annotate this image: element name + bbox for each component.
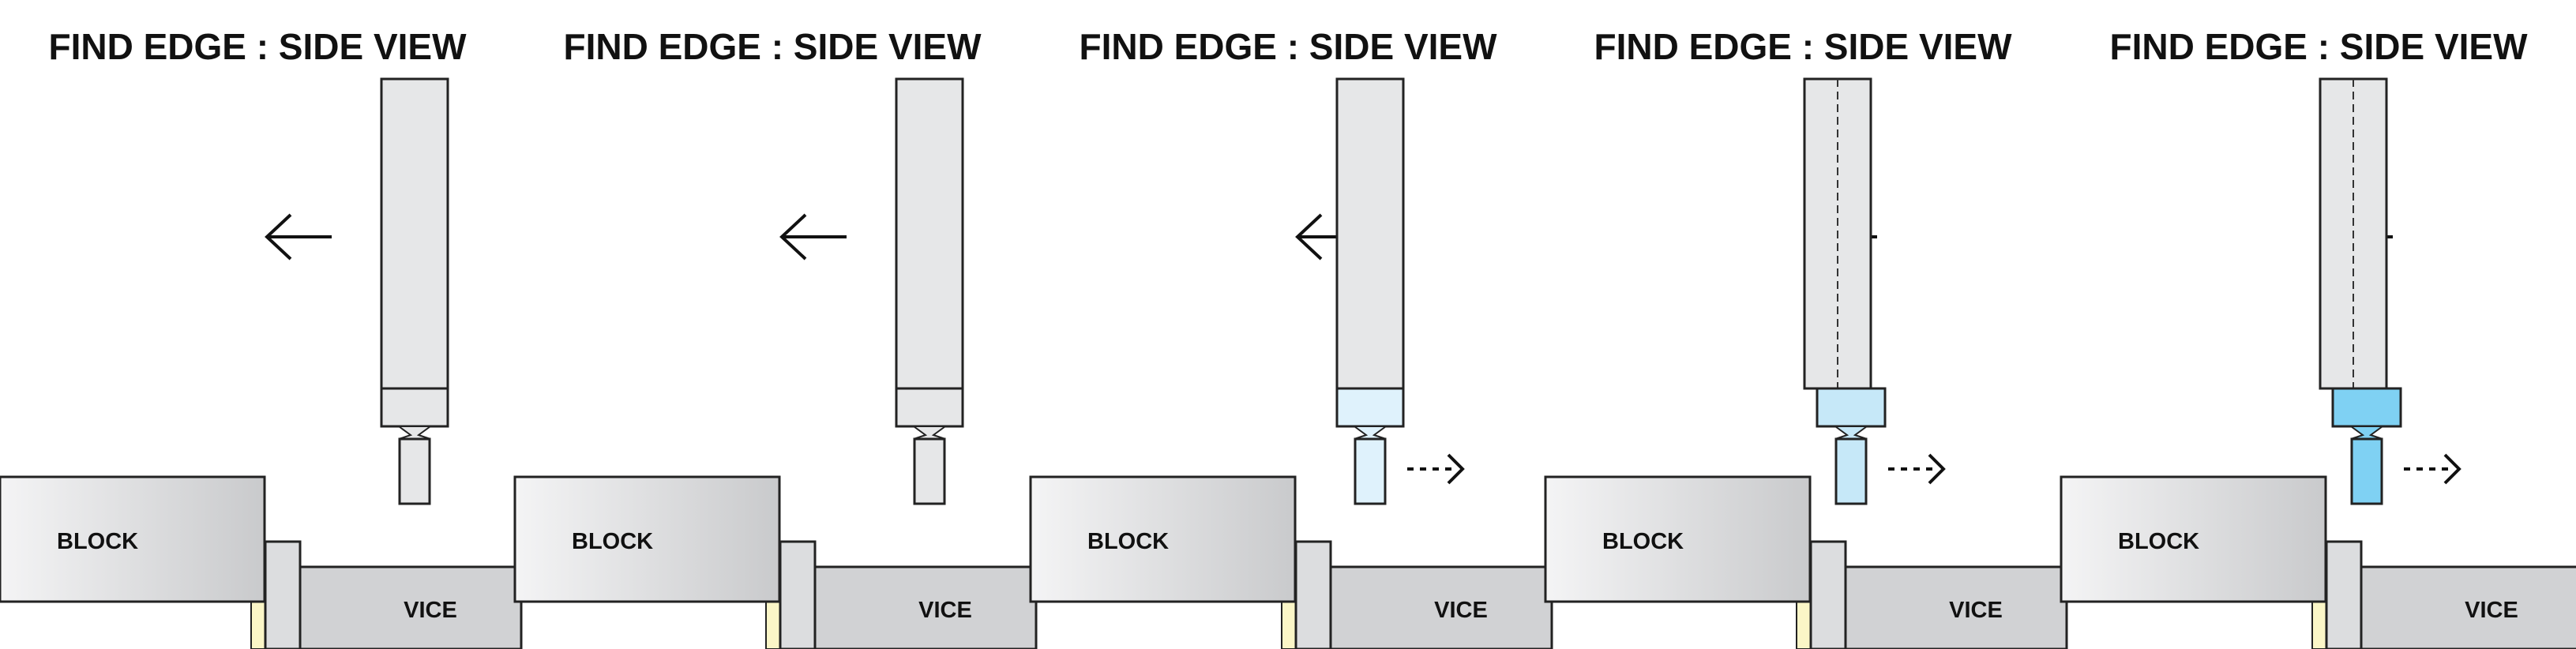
panel: FIND EDGE : SIDE VIEW VICE BLOCK — [1029, 26, 1553, 649]
panel-title: FIND EDGE : SIDE VIEW — [1079, 26, 1497, 67]
arrow-head-icon — [1295, 213, 1323, 261]
workpiece-block — [0, 475, 266, 603]
vice-body — [1844, 565, 2068, 649]
edge-finder-collar — [1335, 387, 1405, 428]
vice-body — [299, 565, 523, 649]
workpiece-block — [513, 475, 781, 603]
edge-finder-neck — [2348, 426, 2386, 440]
edge-finder-shank — [895, 77, 964, 390]
vice-jaw — [779, 540, 817, 649]
vice-body — [1329, 565, 1553, 649]
vice-jaw — [1294, 540, 1332, 649]
edge-finder-neck — [396, 426, 434, 440]
edge-finder-shank — [380, 77, 449, 390]
vice-label: VICE — [404, 598, 457, 623]
panel: FIND EDGE : SIDE VIEW VICE BLOCK — [0, 26, 523, 649]
edge-finder-neck — [911, 426, 948, 440]
kick-arrow-head-icon — [1928, 453, 1946, 485]
vice-label: VICE — [1949, 598, 2003, 623]
block-label: BLOCK — [1602, 529, 1684, 554]
block-label: BLOCK — [2118, 529, 2199, 554]
edge-finder-shank — [1335, 77, 1405, 390]
vice-jaw — [2325, 540, 2363, 649]
vice-jaw — [264, 540, 302, 649]
vice-body — [813, 565, 1038, 649]
vice-jaw — [1809, 540, 1847, 649]
edge-finder-collar — [895, 387, 964, 428]
arrow-head-icon — [265, 213, 292, 261]
edge-finder-collar — [1816, 387, 1887, 428]
panel: FIND EDGE : SIDE VIEW VICE BLOCK — [513, 26, 1038, 649]
edge-finder-tip — [913, 437, 946, 505]
vice-label: VICE — [1434, 598, 1488, 623]
block-label: BLOCK — [57, 529, 138, 554]
workpiece-block — [1544, 475, 1812, 603]
edge-finder-tip — [398, 437, 431, 505]
kick-arrow-head-icon — [2443, 453, 2461, 485]
vice-label: VICE — [918, 598, 972, 623]
edge-finder-tip — [2350, 437, 2383, 505]
panel-title: FIND EDGE : SIDE VIEW — [48, 26, 467, 67]
kick-arrow-head-icon — [1447, 453, 1465, 485]
block-label: BLOCK — [1087, 529, 1169, 554]
edge-finder-neck — [1832, 426, 1870, 440]
vice-label: VICE — [2465, 598, 2518, 623]
panel: FIND EDGE : SIDE VIEW VICE BLOCK — [1544, 26, 2068, 649]
workpiece-block — [2060, 475, 2327, 603]
block-label: BLOCK — [572, 529, 653, 554]
arrow-head-icon — [779, 213, 807, 261]
panel-title: FIND EDGE : SIDE VIEW — [1594, 26, 2012, 67]
edge-finder-collar — [380, 387, 449, 428]
panel: FIND EDGE : SIDE VIEW VICE BLOCK — [2060, 26, 2576, 649]
panel-title: FIND EDGE : SIDE VIEW — [563, 26, 982, 67]
edge-finder-tip — [1834, 437, 1868, 505]
edge-finder-neck — [1351, 426, 1389, 440]
edge-finder-tip — [1354, 437, 1387, 505]
workpiece-block — [1029, 475, 1297, 603]
panel-title: FIND EDGE : SIDE VIEW — [2109, 26, 2528, 67]
vice-body — [2360, 565, 2576, 649]
edge-finder-collar — [2331, 387, 2402, 428]
